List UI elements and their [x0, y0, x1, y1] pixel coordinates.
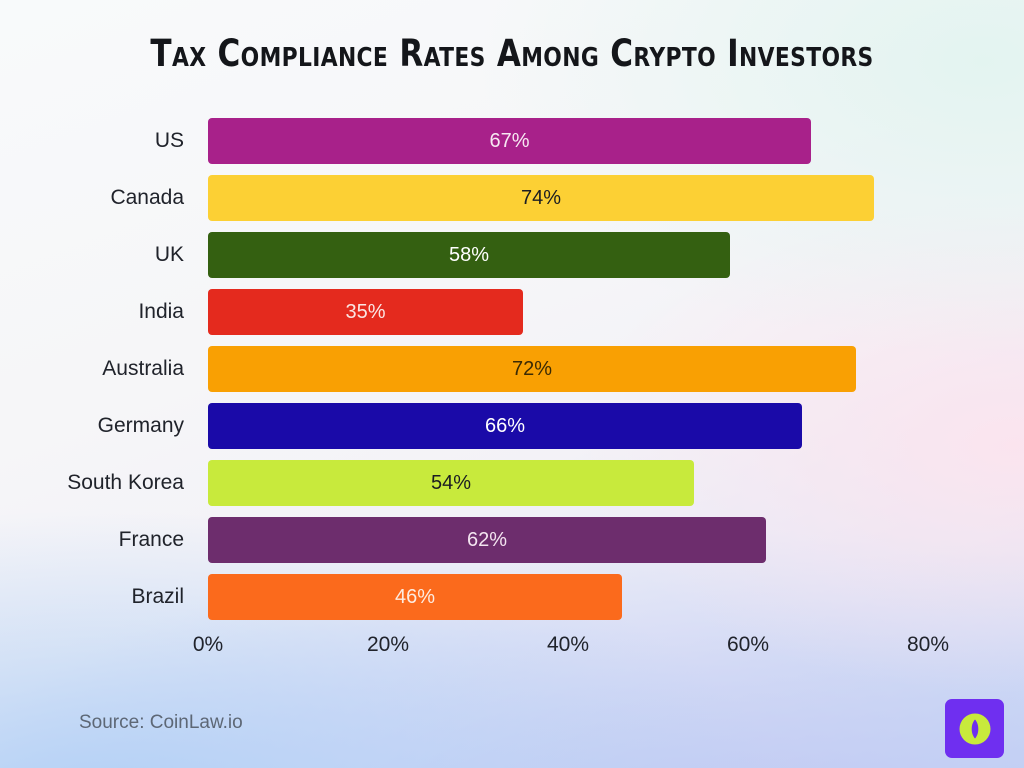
x-axis-tick-label: 60%	[726, 633, 770, 656]
category-label: US	[154, 129, 184, 152]
bar-row: US 67%	[155, 118, 928, 164]
bar[interactable]	[208, 517, 766, 563]
x-axis-tick-label: 0%	[192, 633, 224, 656]
bar[interactable]	[208, 232, 730, 278]
bar[interactable]	[208, 289, 523, 335]
bar-row: South Korea 54%	[67, 460, 928, 506]
category-label: India	[138, 300, 184, 323]
category-label: South Korea	[67, 471, 184, 494]
category-label: Canada	[110, 186, 184, 209]
category-label: France	[118, 528, 184, 551]
page-title: Tax Compliance Rates Among Crypto Invest…	[150, 32, 874, 75]
bar-chart-plot-area: US 67% Canada 74% UK 58% India 35% Australia 72% G…	[67, 118, 928, 634]
bar[interactable]	[208, 118, 811, 164]
bar-row: Australia 72%	[102, 346, 928, 392]
bar[interactable]	[208, 403, 802, 449]
x-axis-tick-label: 80%	[906, 633, 950, 656]
bar-row: France 62%	[119, 517, 928, 563]
x-axis: 0% 20% 40% 60% 80%	[193, 630, 949, 660]
x-axis-tick-label: 20%	[366, 633, 410, 656]
category-label: Germany	[97, 414, 184, 437]
category-label: Brazil	[131, 585, 184, 608]
bar[interactable]	[208, 346, 856, 392]
bar-row: UK 58%	[155, 232, 928, 278]
bar-row: Canada 74%	[110, 175, 928, 221]
bar[interactable]	[208, 175, 874, 221]
coinlaw-logo-badge[interactable]	[945, 699, 1004, 758]
bar[interactable]	[208, 460, 694, 506]
source-note: Source: CoinLaw.io	[79, 712, 243, 733]
compass-icon	[959, 713, 990, 744]
bar-row: Brazil 46%	[131, 574, 928, 620]
x-axis-tick-label: 40%	[546, 633, 590, 656]
category-label: UK	[154, 243, 184, 266]
bar[interactable]	[208, 574, 622, 620]
bar-row: India 35%	[138, 289, 928, 335]
bar-row: Germany 66%	[98, 403, 928, 449]
category-label: Australia	[102, 357, 184, 380]
